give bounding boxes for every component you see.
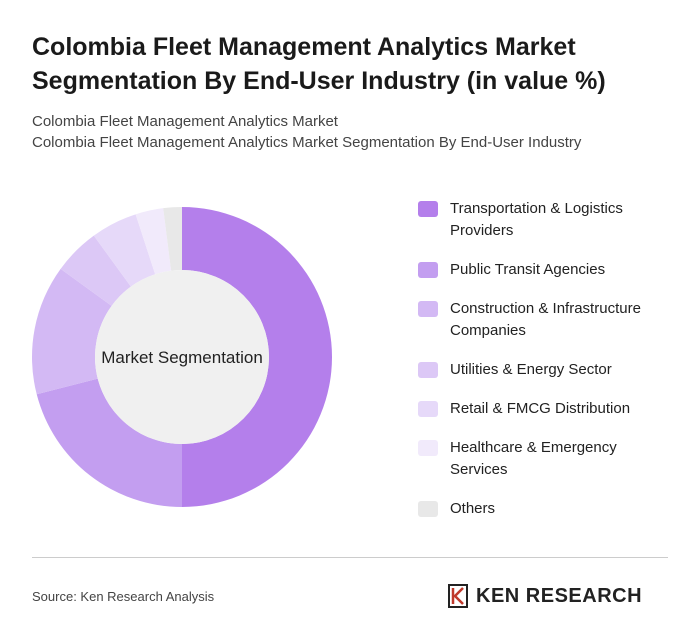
legend-swatch (418, 401, 438, 417)
legend-label: Utilities & Energy Sector (450, 361, 612, 378)
logo-icon (448, 584, 468, 608)
divider (32, 557, 668, 558)
center-label: Market Segmentation (101, 348, 263, 367)
logo-text: KEN RESEARCH (476, 584, 643, 607)
legend-label: Public Transit Agencies (450, 261, 606, 278)
donut-segment (163, 207, 182, 271)
donut-segment (93, 214, 156, 287)
legend-item: Public Transit Agencies (418, 259, 678, 281)
donut-hole (95, 270, 269, 444)
legend-swatch (418, 440, 438, 456)
logo: KEN RESEARCH (448, 584, 642, 608)
legend-item: Healthcare & Emergency Services (418, 437, 678, 481)
subtitle: Colombia Fleet Management Analytics Mark… (32, 113, 338, 130)
chart-title: Colombia Fleet Management Analytics Mark… (32, 33, 606, 95)
legend-swatch (418, 201, 438, 217)
donut-segment (60, 235, 131, 306)
donut-segment (182, 207, 332, 507)
legend-item: Others (418, 498, 678, 520)
legend-label: Retail & FMCG Distribution (450, 400, 631, 417)
legend-label: Healthcare & Emergency Services (450, 439, 617, 478)
legend-label: Others (450, 500, 496, 517)
subtitle: Colombia Fleet Management Analytics Mark… (32, 134, 582, 151)
donut-segment (32, 268, 112, 395)
legend-swatch (418, 362, 438, 378)
legend-swatch (418, 501, 438, 517)
donut-segment (135, 208, 172, 275)
chart: Market Segmentation (32, 207, 332, 507)
legend-item: Construction & Infrastructure Companies (418, 298, 678, 342)
source: Source: Ken Research Analysis (32, 589, 215, 604)
legend-label: Construction & Infrastructure Companies (450, 300, 641, 339)
legend-item: Transportation & Logistics Providers (418, 198, 678, 242)
legend-swatch (418, 301, 438, 317)
legend: Transportation & Logistics Providers Publ… (418, 198, 678, 520)
legend-item: Retail & FMCG Distribution (418, 398, 678, 420)
legend-label: Transportation & Logistics Providers (450, 200, 623, 239)
legend-swatch (418, 262, 438, 278)
donut-segment (36, 378, 182, 507)
legend-item: Utilities & Energy Sector (418, 359, 678, 381)
